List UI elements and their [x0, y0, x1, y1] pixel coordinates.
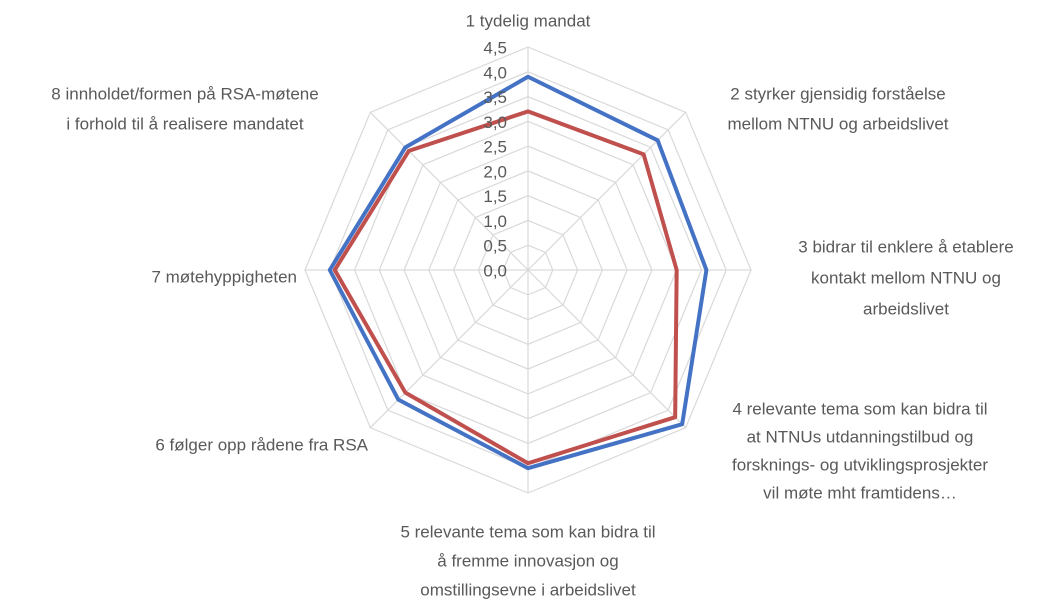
- axis-label: forsknings- og utviklingsprosjekter: [732, 455, 988, 474]
- r-tick-label: 3,0: [483, 113, 507, 132]
- axis-label: i forhold til å realisere mandatet: [66, 114, 303, 133]
- axis-label: 6 følger opp rådene fra RSA: [155, 435, 368, 454]
- r-tick-label: 1,0: [483, 212, 507, 231]
- grid: [304, 46, 752, 494]
- axis-label: å fremme innovasjon og: [437, 551, 618, 570]
- r-tick-label: 2,5: [483, 138, 507, 157]
- axis-label: 5 relevante tema som kan bidra til: [400, 522, 655, 541]
- axis-label: omstillingsevne i arbeidslivet: [420, 580, 636, 599]
- r-tick-label: 0,5: [483, 237, 507, 256]
- axis-label: 1 tydelig mandat: [466, 11, 591, 30]
- spoke: [369, 111, 529, 271]
- r-tick-label: 0,0: [483, 261, 507, 280]
- series-line: [327, 74, 709, 471]
- series-line: [332, 109, 679, 466]
- axis-label: 3 bidrar til enklere å etablere: [798, 237, 1013, 256]
- r-tick-label: 1,5: [483, 187, 507, 206]
- r-tick-label: 4,5: [483, 38, 507, 57]
- axis-label: 2 styrker gjensidig forståelse: [730, 84, 945, 103]
- r-tick-label: 4,0: [483, 63, 507, 82]
- axis-label: at NTNUs utdanningstilbud og: [747, 427, 974, 446]
- axis-label: arbeidslivet: [863, 299, 949, 318]
- axis-label: kontakt mellom NTNU og: [811, 268, 1001, 287]
- spoke: [527, 269, 687, 429]
- spoke: [369, 269, 529, 429]
- axis-label: 8 innholdet/formen på RSA-møtene: [51, 84, 318, 103]
- axis-label: vil møte mht framtidens…: [763, 483, 957, 502]
- axis-label: mellom NTNU og arbeidslivet: [727, 114, 948, 133]
- r-tick-label: 2,0: [483, 162, 507, 181]
- axis-label: 7 møtehyppigheten: [151, 267, 297, 286]
- axis-label: 4 relevante tema som kan bidra til: [732, 399, 987, 418]
- spoke: [527, 111, 687, 271]
- r-tick-label: 3,5: [483, 88, 507, 107]
